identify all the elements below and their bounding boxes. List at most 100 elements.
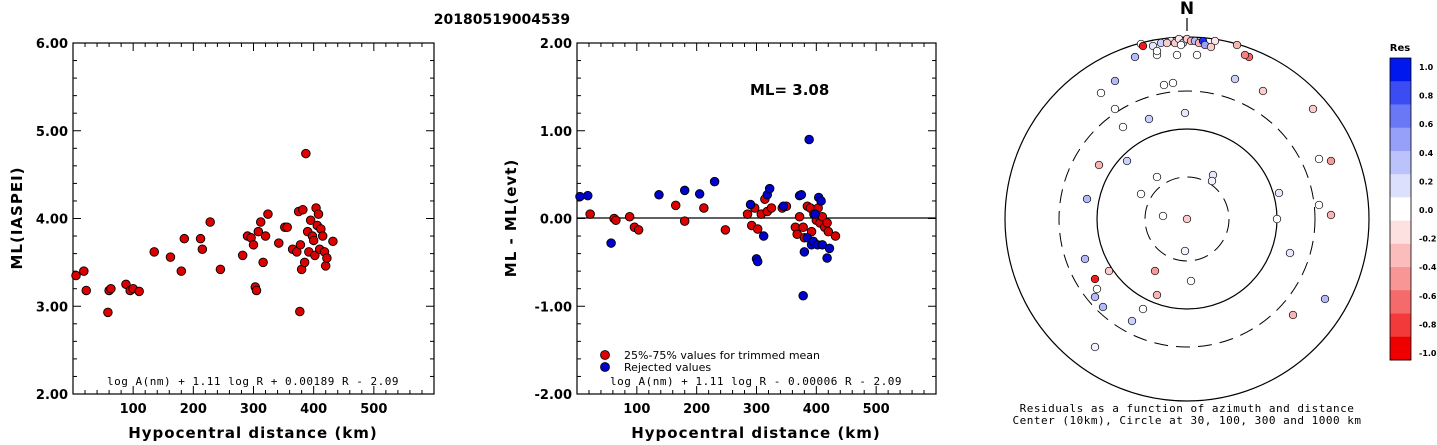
- left-ytick-label: 4.00: [36, 213, 68, 228]
- middle-point: [799, 247, 810, 257]
- middle-axis-ticks: -2.00 -1.00 0.00 1.00 2.00 100 200 300 400 500: [535, 37, 937, 417]
- middle-point: [822, 218, 832, 228]
- colorbar-cell: [1390, 290, 1411, 315]
- station-point: [1090, 292, 1100, 302]
- left-xtick-label: 300: [240, 402, 267, 417]
- left-ytick-label: 5.00: [36, 125, 68, 140]
- station-point: [1127, 316, 1137, 326]
- left-plot-frame: [72, 42, 435, 395]
- middle-xtick-label: 400: [803, 402, 830, 417]
- station-point: [1130, 52, 1140, 62]
- middle-point: [633, 225, 644, 235]
- colorbar-tick-label: -0.6: [1419, 292, 1437, 301]
- station-point: [1080, 254, 1090, 264]
- station-point: [1138, 41, 1148, 51]
- station-point: [1326, 210, 1336, 220]
- colorbar-tick-label: 0.6: [1419, 120, 1434, 129]
- left-point: [317, 231, 328, 241]
- station-point: [1182, 214, 1192, 224]
- middle-point: [822, 253, 832, 263]
- colorbar-tick-label: 1.0: [1419, 63, 1434, 72]
- middle-point: [654, 190, 664, 200]
- left-xtick-label: 400: [300, 402, 327, 417]
- station-point: [1094, 160, 1104, 170]
- left-point: [149, 247, 159, 257]
- colorbar-tick-label: -0.2: [1419, 235, 1437, 244]
- residual-vs-distance-panel: ML - ML(evt) Hypocentral distance (km) M…: [502, 37, 937, 442]
- station-point: [1180, 108, 1190, 118]
- left-point: [305, 215, 316, 226]
- station-point: [1158, 211, 1168, 221]
- colorbar-cell: [1390, 127, 1411, 152]
- left-point: [295, 240, 306, 250]
- left-point: [215, 264, 226, 275]
- station-point: [1162, 38, 1172, 48]
- left-point: [205, 217, 215, 227]
- left-point: [301, 148, 311, 159]
- left-point: [310, 250, 320, 261]
- station-point: [1326, 156, 1336, 166]
- left-point: [106, 283, 116, 294]
- middle-point: [778, 201, 789, 211]
- left-formula: log A(nm) + 1.11 log R + 0.00189 R - 2.0…: [107, 375, 399, 388]
- middle-point: [798, 290, 808, 301]
- middle-xtick-label: 500: [863, 402, 890, 417]
- left-point: [299, 257, 310, 268]
- ring-300km: [1058, 90, 1316, 348]
- station-point: [1090, 274, 1100, 284]
- middle-xtick-label: 100: [623, 402, 650, 417]
- middle-ytick-label: -2.00: [535, 388, 572, 403]
- left-point: [237, 250, 248, 261]
- middle-point: [585, 209, 595, 219]
- station-point: [1122, 156, 1132, 166]
- left-point: [255, 217, 266, 227]
- ring-30km: [1144, 176, 1230, 262]
- station-point: [1288, 310, 1298, 320]
- left-ytick-label: 2.00: [36, 388, 68, 403]
- station-point: [1144, 114, 1154, 124]
- middle-point: [796, 190, 807, 200]
- station-point: [1206, 42, 1216, 52]
- left-y-axis-label: ML(IASPEI): [8, 166, 26, 269]
- left-point: [79, 266, 89, 276]
- middle-point: [611, 215, 621, 226]
- left-point: [282, 222, 292, 233]
- left-point: [313, 209, 324, 219]
- station-point: [1150, 266, 1160, 276]
- station-point: [1159, 80, 1169, 90]
- left-point: [197, 244, 208, 254]
- station-point: [1092, 284, 1102, 294]
- colorbar-tick-label: 0.0: [1419, 206, 1434, 215]
- station-point: [1168, 78, 1178, 88]
- station-point: [1118, 122, 1128, 132]
- left-ytick-label: 6.00: [36, 37, 68, 52]
- colorbar-cell: [1390, 336, 1411, 361]
- left-point: [165, 252, 176, 262]
- middle-point: [758, 231, 769, 241]
- colorbar-cell: [1390, 174, 1411, 198]
- middle-point: [694, 189, 705, 199]
- colorbar-tick-label: 0.2: [1419, 177, 1433, 186]
- left-point: [179, 233, 190, 244]
- middle-ytick-label: -1.00: [535, 300, 572, 315]
- left-point: [274, 238, 284, 248]
- station-point: [1136, 189, 1146, 199]
- middle-point: [670, 200, 681, 211]
- colorbar-frame: [1389, 57, 1412, 361]
- colorbar-tick-label: 0.4: [1419, 149, 1434, 158]
- colorbar-cells: [1390, 58, 1411, 361]
- middle-ytick-label: 1.00: [540, 125, 572, 140]
- station-point: [1314, 154, 1324, 164]
- legend-marker-rejected: [600, 362, 610, 372]
- left-point: [320, 261, 331, 271]
- middle-point: [798, 222, 808, 233]
- north-label: N: [1180, 0, 1194, 19]
- station-point: [1090, 342, 1100, 352]
- middle-point: [583, 190, 593, 201]
- colorbar-cell: [1390, 313, 1411, 338]
- ml-annotation: ML= 3.08: [750, 81, 829, 99]
- left-xtick-label: 500: [360, 402, 387, 417]
- left-point: [328, 236, 338, 247]
- colorbar-tick-label: -1.0: [1419, 349, 1437, 358]
